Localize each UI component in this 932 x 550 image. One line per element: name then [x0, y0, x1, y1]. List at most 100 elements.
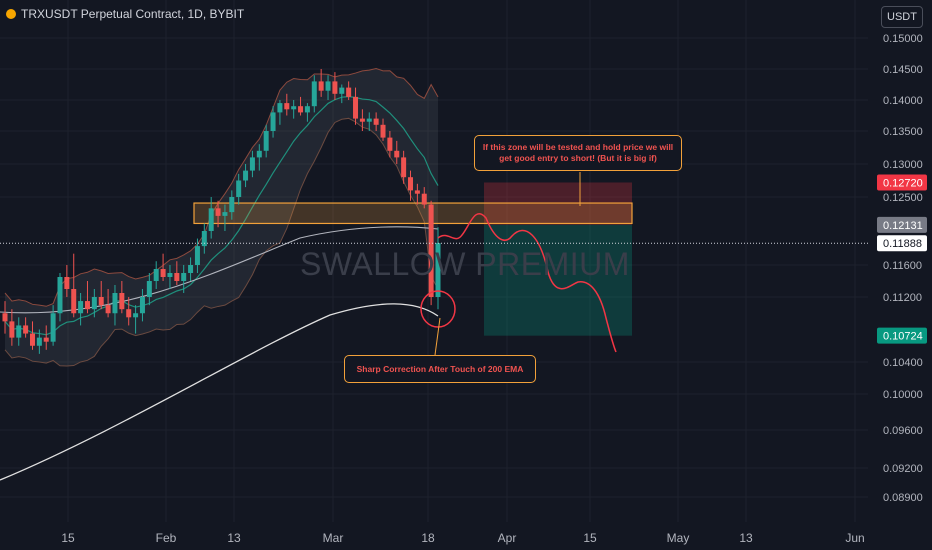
candle-body — [387, 137, 393, 151]
candle-body — [373, 118, 379, 125]
candle-body — [332, 81, 338, 94]
candle-body — [325, 81, 331, 91]
price-tag-background — [877, 235, 927, 252]
candle-body — [318, 81, 324, 91]
candle-body — [408, 177, 414, 191]
candle-body — [236, 180, 242, 197]
y-tick-label: 0.10000 — [883, 389, 923, 401]
price-tag-label: 0.12720 — [883, 177, 923, 189]
y-tick-label: 0.12500 — [883, 192, 923, 204]
price-tag-label: 0.11888 — [883, 238, 922, 250]
candle-body — [421, 193, 427, 205]
candle-body — [256, 150, 262, 158]
ema-200-line — [0, 303, 439, 481]
candle-body — [112, 293, 118, 314]
basis-line — [4, 95, 439, 336]
candle-body — [249, 157, 255, 171]
y-tick-label: 0.11600 — [883, 260, 922, 272]
candle-body — [57, 277, 63, 314]
x-tick-label: Mar — [323, 531, 344, 545]
price-tag-background — [877, 327, 927, 344]
candle-body — [105, 305, 111, 314]
candle-body — [43, 337, 49, 342]
x-tick-label: Jun — [845, 531, 864, 545]
candle-body — [284, 103, 290, 110]
y-tick-label: 0.11200 — [883, 292, 922, 304]
candle-body — [339, 87, 345, 94]
candle-body — [291, 106, 297, 110]
candle-body — [181, 273, 187, 281]
candle-body — [270, 112, 276, 131]
price-tag-label: 0.12131 — [883, 220, 923, 232]
candle-body — [428, 204, 434, 297]
candle-body — [98, 297, 104, 306]
price-axis-area — [868, 0, 932, 550]
candle-body — [194, 246, 200, 265]
y-tick-label: 0.13500 — [883, 126, 923, 138]
candle-body — [9, 321, 15, 338]
candle-body — [139, 297, 145, 314]
candle-body — [153, 269, 159, 281]
candle-body — [304, 106, 310, 113]
candle-body — [277, 103, 283, 113]
candle-body — [380, 124, 386, 138]
candle-body — [160, 269, 166, 277]
currency-button[interactable]: USDT — [881, 6, 923, 28]
stop-loss-zone — [484, 182, 632, 225]
x-tick-label: Apr — [498, 531, 517, 545]
exchange-logo-icon — [6, 9, 16, 19]
candle-body — [174, 273, 180, 281]
candle-body — [188, 265, 194, 273]
candle-body — [435, 243, 441, 297]
x-tick-label: 15 — [583, 531, 597, 545]
candle-body — [29, 333, 35, 346]
candle-body — [208, 208, 214, 231]
candle-body — [243, 170, 249, 181]
watermark: SWALLOW PREMIUM — [300, 246, 630, 282]
candle-body — [146, 281, 152, 297]
candle-body — [126, 309, 132, 318]
price-tag-label: 0.10724 — [883, 331, 923, 343]
candle-body — [353, 96, 359, 119]
candle-body — [91, 297, 97, 310]
x-tick-label: 18 — [421, 531, 435, 545]
candle-body — [133, 313, 139, 318]
candle-body — [119, 293, 125, 310]
y-tick-label: 0.08900 — [883, 492, 923, 504]
candle-body — [298, 106, 304, 113]
candle-body — [36, 337, 42, 346]
candle-body — [84, 301, 90, 310]
chart-header: TRXUSDT Perpetual Contract, 1D, BYBIT — [6, 7, 244, 21]
y-tick-label: 0.13000 — [883, 159, 923, 171]
candle-body — [201, 231, 207, 247]
y-tick-label: 0.10400 — [883, 357, 923, 369]
candle-body — [359, 118, 365, 122]
projection-path — [437, 213, 617, 353]
touch-marker-circle — [420, 290, 456, 328]
candle-body — [414, 190, 420, 194]
ema-note-pointer — [434, 317, 441, 356]
x-tick-label: Feb — [156, 531, 177, 545]
time-axis-area — [0, 522, 868, 550]
candle-body — [71, 289, 77, 314]
candle-body — [16, 325, 22, 338]
y-tick-label: 0.15000 — [883, 33, 923, 45]
candle-body — [366, 118, 372, 122]
symbol-title: TRXUSDT Perpetual Contract, 1D, BYBIT — [21, 7, 245, 21]
price-tag-background — [877, 216, 927, 233]
y-tick-label: 0.14500 — [883, 64, 923, 76]
candle-body — [78, 301, 84, 314]
resistance-zone — [193, 202, 633, 225]
bollinger-upper-line — [4, 67, 439, 307]
candle-body — [346, 87, 352, 97]
candle-body — [263, 131, 269, 151]
candle-body — [50, 313, 56, 342]
bollinger-lower-line — [4, 117, 439, 367]
candle-body — [222, 212, 228, 216]
candle-body — [2, 313, 8, 322]
candle-body — [401, 157, 407, 178]
x-tick-label: 13 — [739, 531, 753, 545]
y-tick-label: 0.09200 — [883, 463, 923, 475]
candle-body — [215, 208, 221, 216]
